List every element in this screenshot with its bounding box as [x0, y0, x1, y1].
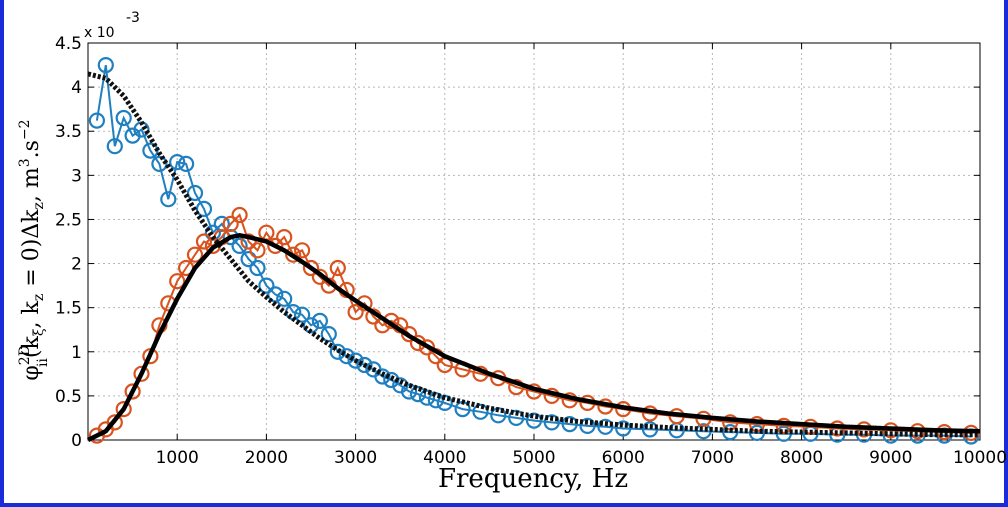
- series-0-point: [597, 418, 614, 435]
- series-0-point: [311, 312, 328, 329]
- series-0-point: [276, 290, 293, 307]
- y-tick-label: 3: [71, 166, 82, 186]
- series-0-point: [169, 154, 186, 171]
- series-1-point: [231, 206, 248, 224]
- series-1-point: [249, 242, 266, 259]
- series-0-point: [97, 56, 114, 74]
- fit-curve-solid: [87, 233, 981, 443]
- ticks: 1000 2000 3000 4000 5000 6000 7000 8000 9000 1000…: [55, 34, 1007, 468]
- x-tick-label: 1000: [156, 448, 199, 468]
- y-tick-label: 0.5: [55, 387, 82, 407]
- x-tick-label: 5000: [512, 448, 555, 468]
- series-0-point: [258, 277, 275, 294]
- series-0-point: [418, 389, 436, 406]
- series-0-point: [472, 403, 489, 420]
- series-0-point: [525, 412, 543, 429]
- fit-curve-dotted: [87, 71, 980, 438]
- exponent-label: x 10: [84, 25, 115, 41]
- series-1-point: [240, 233, 257, 250]
- series-1-point: [302, 259, 320, 277]
- series-0-point: [195, 200, 213, 217]
- series-0-point: [178, 155, 195, 172]
- series-1-point: [347, 304, 364, 321]
- series-1-point: [775, 417, 792, 434]
- series-1-point: [294, 242, 311, 259]
- x-axis-label: Frequency, Hz: [438, 464, 628, 494]
- series-0-point: [231, 237, 248, 254]
- exponent-power: -3: [126, 10, 140, 26]
- series-1-point: [418, 339, 436, 356]
- x-tick-label: 7000: [691, 448, 734, 468]
- series-1-point: [267, 237, 284, 254]
- y-tick-label: 3.5: [55, 122, 82, 142]
- series-0-point: [543, 414, 560, 431]
- series-0-point: [356, 356, 373, 374]
- y-tick-label: 2.5: [55, 210, 82, 230]
- series-0-point: [401, 383, 418, 400]
- series-0-point: [338, 348, 355, 365]
- x-tick-label: 6000: [602, 448, 645, 468]
- series-1-point: [133, 365, 150, 382]
- x-tick-label: 8000: [780, 448, 823, 468]
- series-1-point: [186, 246, 204, 263]
- x-tick-label: 9000: [869, 448, 912, 468]
- series-0-point: [320, 326, 337, 343]
- series-1-point: [285, 246, 302, 263]
- series-1-point: [195, 233, 213, 250]
- series-1-point: [124, 383, 141, 400]
- series-0-point: [160, 191, 177, 208]
- series-1-point: [329, 259, 346, 277]
- series-0-point: [579, 417, 596, 434]
- series-0-point: [88, 112, 106, 129]
- series-1-point: [169, 273, 186, 290]
- y-tick-label: 1: [71, 343, 82, 363]
- y-tick-label: 0: [71, 431, 82, 451]
- y-tick-label: 2: [71, 255, 82, 275]
- series-0-point: [240, 251, 257, 268]
- y-tick-label: 4.5: [55, 34, 82, 54]
- series-0-point: [561, 416, 578, 433]
- series-0-point: [151, 155, 168, 172]
- y-tick-label: 4: [71, 78, 82, 98]
- x-tick-label: 4000: [423, 448, 466, 468]
- y-axis-label: φ2D ii(kξ, kz = 0)Δkz, m3.s−2: [17, 119, 51, 380]
- x-tick-label: 3000: [334, 448, 377, 468]
- y-tick-label: 1.5: [55, 299, 82, 319]
- series-1-point: [222, 215, 239, 232]
- series-1-point: [115, 401, 132, 418]
- x-tick-label: 10000: [953, 448, 1007, 468]
- series-0-point: [249, 259, 266, 277]
- series-0-point: [409, 386, 427, 403]
- series-0-point: [347, 352, 364, 369]
- series-0-point: [615, 420, 632, 437]
- series-0-point: [186, 184, 204, 202]
- series-1-point: [276, 229, 293, 246]
- series-0-point: [294, 306, 311, 323]
- series-0-line: [95, 64, 972, 438]
- x-tick-label: 2000: [245, 448, 288, 468]
- series: [87, 56, 981, 445]
- series-1-point: [401, 326, 418, 343]
- series-0-point: [115, 109, 132, 127]
- series-1-point: [106, 414, 123, 431]
- series-0-point: [374, 368, 391, 385]
- series-0-point: [106, 138, 123, 155]
